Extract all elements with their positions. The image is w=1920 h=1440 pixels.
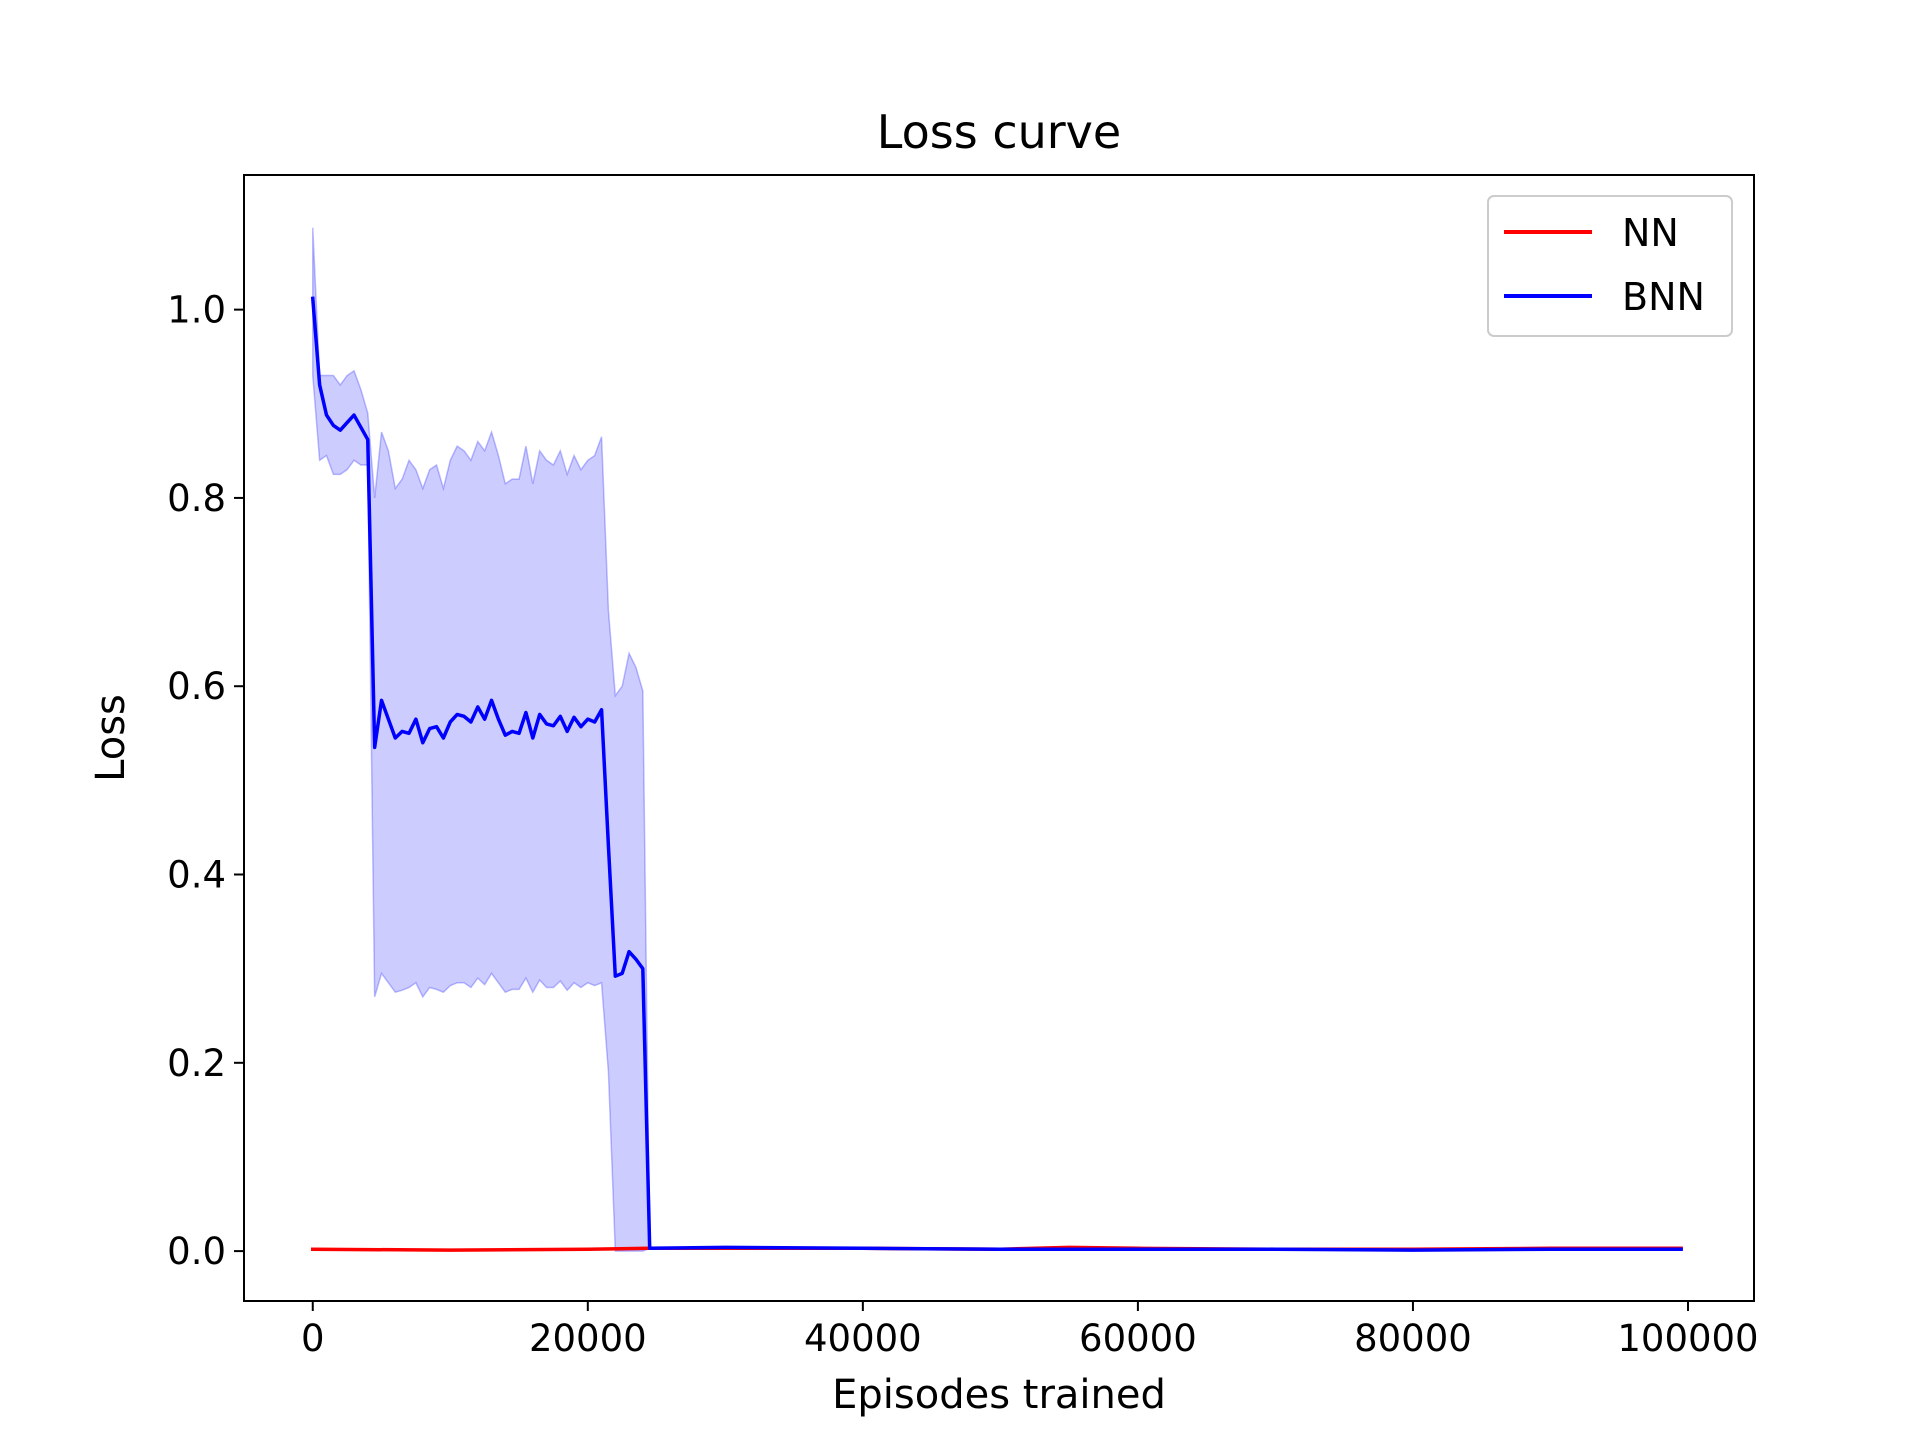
plot-frame: [243, 174, 1755, 1302]
legend-label-bnn: BNN: [1622, 275, 1705, 319]
series-line-layer: [310, 296, 1683, 1252]
y-tick-label: 0.0: [167, 1230, 226, 1273]
y-tick-label: 0.6: [167, 665, 226, 708]
y-axis-title: Loss: [88, 694, 134, 782]
y-axis: 0.0 0.2 0.4 0.6 0.8 1.0: [167, 289, 244, 1273]
x-tick-label: 20000: [529, 1317, 647, 1360]
x-tick-label: 40000: [804, 1317, 922, 1360]
x-axis-title: Episodes trained: [832, 1372, 1166, 1418]
x-tick-label: 60000: [1079, 1317, 1197, 1360]
x-tick-label: 0: [301, 1317, 325, 1360]
x-tick-label: 80000: [1354, 1317, 1472, 1360]
plot-area: [244, 175, 1754, 1301]
y-tick-label: 0.4: [167, 854, 226, 897]
chart-title: Loss curve: [877, 105, 1121, 159]
legend: NN BNN: [1487, 195, 1733, 337]
y-tick-label: 0.2: [167, 1042, 226, 1085]
y-tick-label: 0.8: [167, 477, 226, 520]
x-axis: 0 20000 40000 60000 80000 100000: [301, 1301, 1759, 1360]
y-tick-label: 1.0: [167, 289, 226, 332]
legend-label-nn: NN: [1622, 211, 1679, 255]
x-tick-label: 100000: [1617, 1317, 1758, 1360]
series-line-bnn: [310, 296, 1683, 1252]
